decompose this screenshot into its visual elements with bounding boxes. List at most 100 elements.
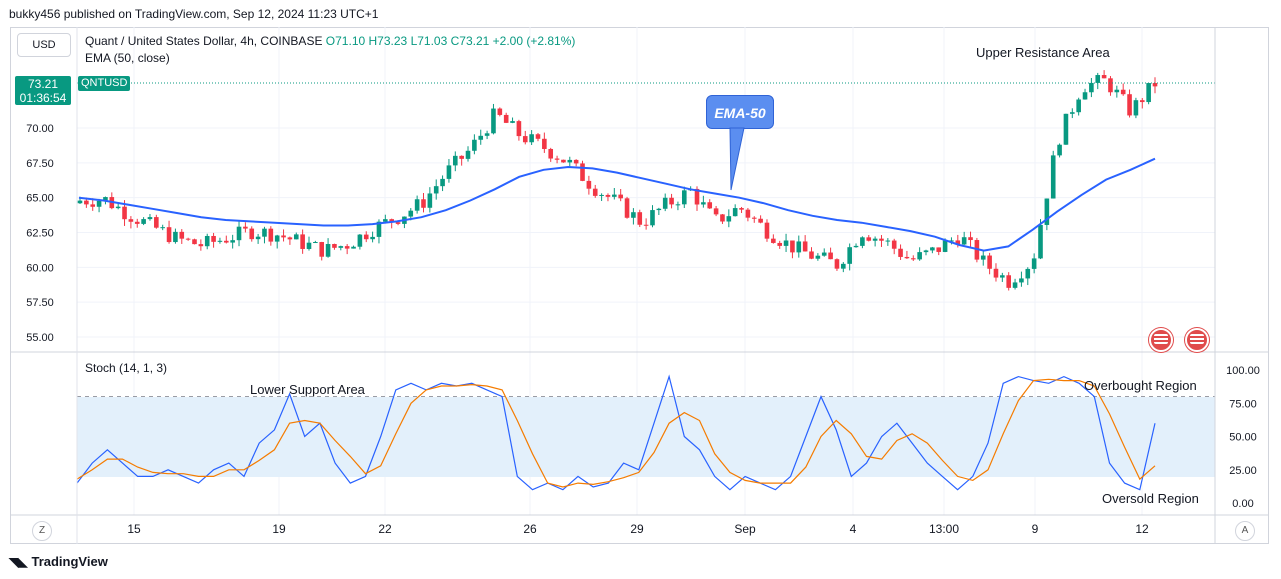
zoom-button[interactable]: Z bbox=[32, 521, 52, 541]
candle-body bbox=[268, 228, 274, 242]
candle-body bbox=[809, 251, 814, 259]
candle-body bbox=[497, 108, 503, 115]
time-tick-label: 4 bbox=[850, 522, 857, 536]
candle-body bbox=[306, 242, 312, 249]
candle-body bbox=[173, 231, 178, 243]
candle-body bbox=[643, 224, 649, 226]
candle-body bbox=[383, 219, 388, 222]
candle-body bbox=[853, 245, 859, 248]
candle-body bbox=[1019, 278, 1024, 283]
candle-body bbox=[910, 258, 916, 260]
candle-body bbox=[154, 217, 159, 228]
candle-body bbox=[198, 244, 204, 247]
candle-body bbox=[726, 216, 732, 222]
stoch-band bbox=[77, 397, 1215, 477]
candle-body bbox=[535, 134, 541, 139]
candle-body bbox=[90, 204, 96, 207]
candle-body bbox=[1082, 92, 1088, 100]
candle-body bbox=[1057, 144, 1062, 156]
candle-body bbox=[605, 194, 611, 197]
candle-body bbox=[650, 210, 655, 226]
candle-body bbox=[1108, 78, 1113, 93]
candle-body bbox=[313, 242, 318, 244]
candle-body bbox=[421, 199, 426, 208]
price-tick-label: 60.00 bbox=[26, 262, 54, 274]
candle-body bbox=[96, 200, 102, 207]
candle-body bbox=[847, 247, 852, 264]
candle-body bbox=[1089, 82, 1094, 93]
candle-body bbox=[103, 197, 108, 201]
currency-button[interactable]: USD bbox=[17, 33, 71, 57]
candle-body bbox=[472, 139, 477, 151]
candle-body bbox=[262, 228, 267, 237]
candle-body bbox=[821, 252, 827, 256]
candle-body bbox=[860, 237, 865, 246]
candle-body bbox=[612, 194, 617, 197]
candle-body bbox=[1050, 155, 1056, 199]
candle-body bbox=[332, 244, 337, 248]
us-flag-icon[interactable] bbox=[1149, 328, 1173, 352]
candle-body bbox=[790, 240, 795, 253]
candle-body bbox=[656, 208, 662, 211]
candle-body bbox=[631, 212, 636, 218]
price-tick-label: 62.50 bbox=[26, 228, 54, 240]
candle-body bbox=[300, 234, 305, 249]
candle-body bbox=[211, 235, 216, 242]
time-tick-label: 12 bbox=[1135, 522, 1149, 536]
candle-body bbox=[363, 234, 369, 240]
candle-body bbox=[1063, 113, 1069, 145]
candle-body bbox=[503, 114, 509, 123]
candle-body bbox=[548, 148, 554, 159]
symbol-tag: QNTUSD bbox=[78, 76, 131, 91]
candle-body bbox=[408, 210, 414, 217]
candle-body bbox=[1101, 75, 1107, 79]
candle-body bbox=[452, 155, 458, 166]
candle-body bbox=[325, 244, 331, 257]
annotation-overbought: Overbought Region bbox=[1084, 378, 1197, 393]
candle-body bbox=[77, 200, 83, 204]
legend-ema: EMA (50, close) bbox=[85, 51, 170, 65]
candle-body bbox=[1031, 258, 1037, 269]
time-tick-label: 15 bbox=[127, 522, 141, 536]
candle-body bbox=[1120, 89, 1126, 95]
candle-body bbox=[192, 239, 197, 245]
candle-body bbox=[1139, 100, 1145, 103]
candle-body bbox=[179, 231, 185, 239]
candle-body bbox=[771, 238, 776, 243]
candle-body bbox=[841, 263, 846, 269]
candle-body bbox=[160, 227, 165, 229]
candle-body bbox=[949, 240, 954, 242]
candle-body bbox=[777, 242, 783, 246]
candle-body bbox=[739, 208, 744, 210]
legend-change: +2.00 (+2.81%) bbox=[492, 34, 576, 48]
legend-close: C73.21 bbox=[450, 34, 490, 48]
candle-body bbox=[1000, 275, 1005, 278]
candles bbox=[77, 70, 1158, 291]
candle-body bbox=[185, 238, 191, 240]
candle-body bbox=[351, 246, 356, 249]
candle-body bbox=[1127, 94, 1132, 116]
candle-body bbox=[554, 158, 560, 160]
us-flag-icon[interactable] bbox=[1185, 328, 1209, 352]
annotation-oversold: Oversold Region bbox=[1102, 491, 1199, 506]
candle-body bbox=[681, 190, 687, 205]
stoch-d-line bbox=[76, 378, 1156, 488]
legend-symbol-text: Quant / United States Dollar, 4h, COINBA… bbox=[85, 34, 323, 48]
price-tick-label: 65.00 bbox=[26, 193, 54, 205]
ema-callout: EMA-50 bbox=[706, 95, 774, 129]
candle-body bbox=[281, 235, 286, 238]
candle-body bbox=[446, 165, 452, 179]
candle-body bbox=[993, 268, 999, 278]
candle-body bbox=[904, 256, 910, 259]
candle-body bbox=[236, 226, 242, 241]
candle-body bbox=[134, 221, 140, 224]
candle-body bbox=[370, 236, 375, 240]
legend-open: O71.10 bbox=[325, 34, 366, 48]
candle-body bbox=[255, 236, 261, 240]
stoch-tick-label: 100.00 bbox=[1226, 365, 1260, 377]
candle-body bbox=[764, 222, 770, 239]
price-tag-countdown: 01:36:54 bbox=[19, 91, 67, 105]
auto-scale-button[interactable]: A bbox=[1235, 521, 1255, 541]
candle-body bbox=[344, 246, 350, 249]
